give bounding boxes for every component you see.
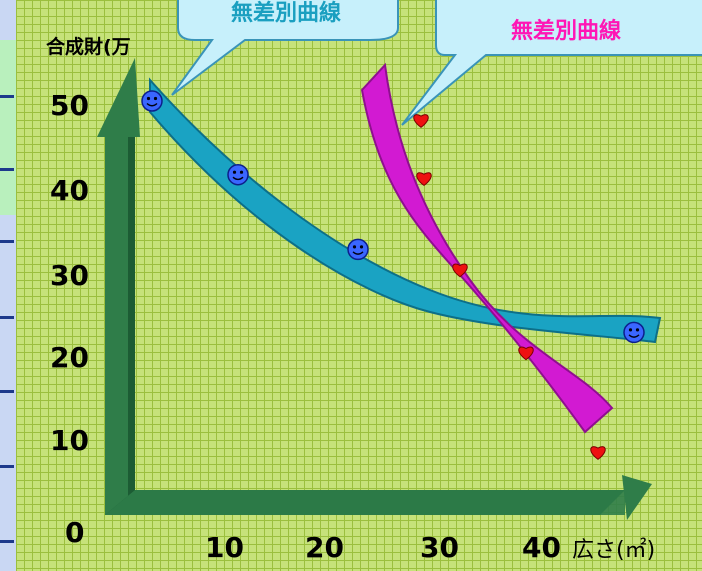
strip-tick bbox=[0, 540, 14, 543]
smiley-marker bbox=[347, 238, 369, 261]
heart-marker bbox=[452, 263, 468, 278]
y-tick-labels: 50 40 30 20 10 bbox=[50, 89, 89, 457]
strip-tick bbox=[0, 465, 14, 468]
heart-marker bbox=[413, 114, 429, 128]
curve-ribbons bbox=[149, 62, 662, 434]
left-decor-strip bbox=[0, 0, 16, 571]
x-tick-labels: 0 10 20 30 40 bbox=[65, 516, 561, 564]
y-tick-label: 20 bbox=[50, 341, 89, 374]
heart-marker bbox=[518, 346, 534, 361]
curve-ribbon-2 bbox=[360, 62, 614, 434]
heart-marker bbox=[416, 172, 432, 187]
x-tick-label: 40 bbox=[522, 531, 561, 564]
left-strip-highlight bbox=[0, 40, 16, 215]
data-markers bbox=[141, 90, 645, 460]
strip-tick bbox=[0, 316, 14, 319]
y-axis bbox=[97, 58, 140, 515]
x-tick-label: 10 bbox=[205, 531, 244, 564]
smiley-marker bbox=[141, 90, 163, 112]
x-tick-label: 0 bbox=[65, 516, 84, 549]
callout-pink: 無差別曲線 bbox=[401, 0, 702, 126]
smiley-marker bbox=[227, 163, 249, 186]
callout-blue: 無差別曲線 bbox=[171, 0, 399, 96]
strip-tick bbox=[0, 240, 14, 243]
callout-label-pink: 無差別曲線 bbox=[511, 18, 621, 44]
callout-label-blue: 無差別曲線 bbox=[231, 0, 341, 26]
y-tick-label: 30 bbox=[50, 259, 89, 292]
x-axis bbox=[105, 475, 652, 520]
x-tick-label: 30 bbox=[420, 531, 459, 564]
y-tick-label: 40 bbox=[50, 174, 89, 207]
strip-tick bbox=[0, 168, 14, 171]
strip-tick bbox=[0, 390, 14, 393]
y-tick-label: 50 bbox=[50, 89, 89, 122]
y-tick-label: 10 bbox=[50, 424, 89, 457]
x-tick-label: 20 bbox=[305, 531, 344, 564]
curve-ribbon-1 bbox=[149, 77, 662, 344]
y-axis-label: 合成財(万 bbox=[46, 35, 131, 58]
smiley-marker bbox=[623, 321, 645, 344]
strip-tick bbox=[0, 95, 14, 98]
x-axis-label: 広さ(㎡) bbox=[572, 537, 655, 563]
heart-marker bbox=[590, 446, 606, 460]
